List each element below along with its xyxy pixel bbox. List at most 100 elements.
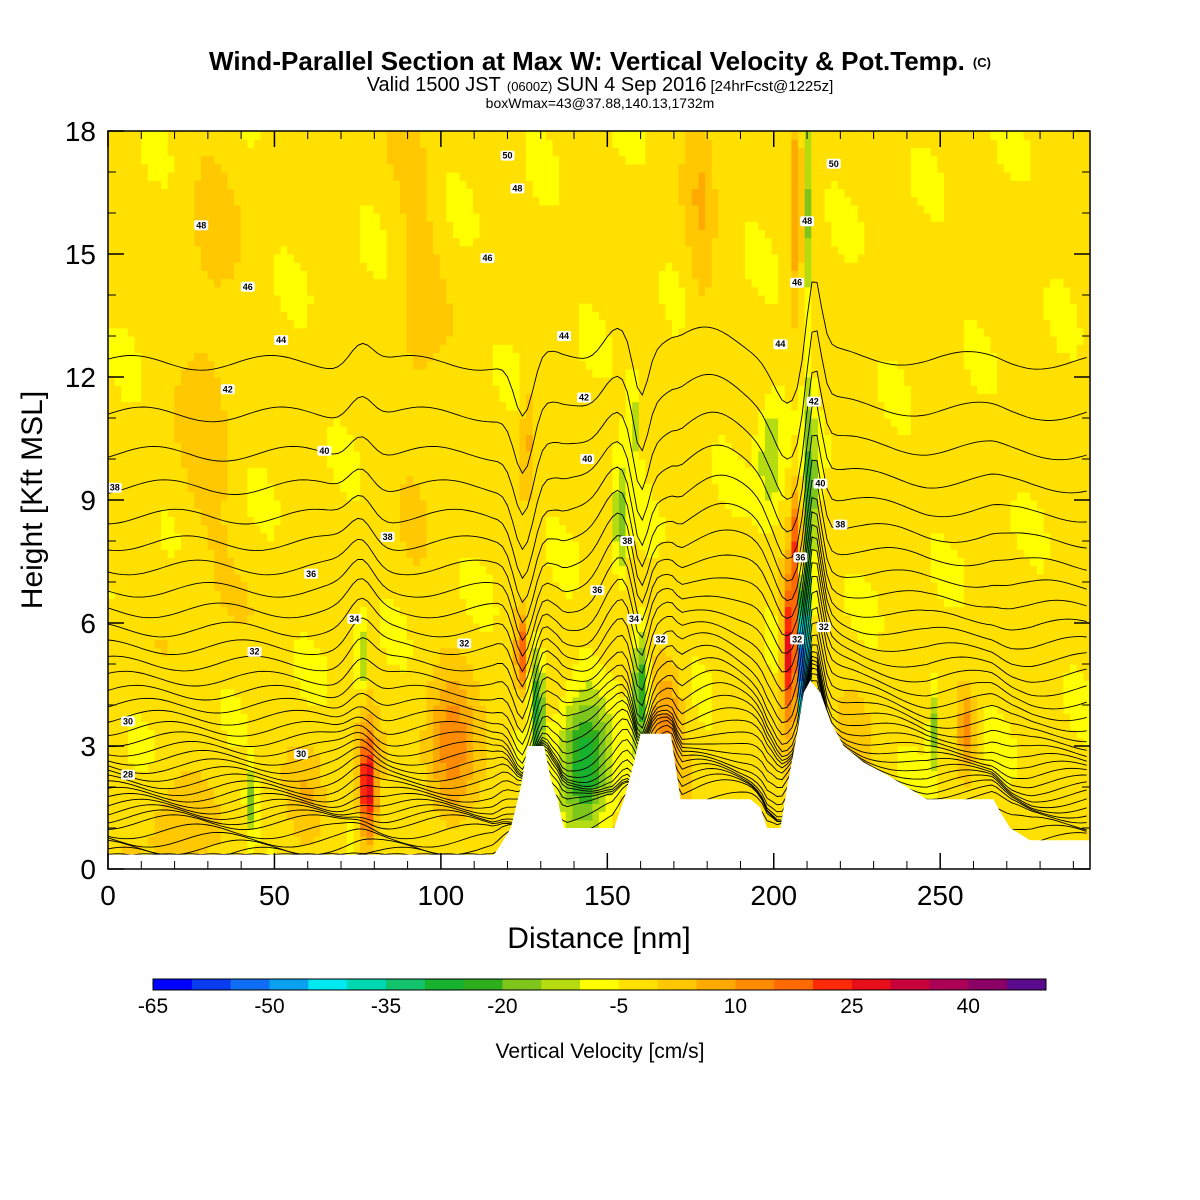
w-cell: [247, 754, 255, 763]
w-cell: [439, 606, 447, 616]
w-cell: [234, 721, 242, 731]
w-cell: [346, 590, 355, 599]
w-cell: [141, 532, 149, 542]
w-cell: [134, 434, 142, 444]
w-cell: [380, 721, 388, 731]
w-cell: [114, 270, 122, 280]
w-cell: [293, 664, 302, 673]
w-cell: [234, 131, 242, 140]
w-cell: [393, 475, 401, 485]
w-cell: [426, 139, 434, 148]
w-cell: [253, 327, 262, 337]
w-cell: [200, 836, 209, 845]
w-cell: [433, 524, 441, 534]
w-cell: [180, 131, 189, 140]
w-cell: [214, 204, 222, 214]
w-cell: [399, 795, 408, 804]
w-cell: [253, 245, 262, 255]
w-cell: [380, 393, 388, 403]
w-cell: [108, 565, 116, 575]
w-cell: [326, 213, 335, 222]
w-cell: [260, 557, 268, 567]
w-cell: [293, 213, 302, 222]
w-cell: [433, 737, 441, 747]
w-cell: [154, 344, 162, 353]
w-cell: [121, 401, 129, 411]
w-cell: [134, 172, 142, 181]
w-cell: [267, 582, 275, 591]
w-cell: [419, 729, 428, 739]
w-cell: [453, 163, 461, 173]
w-cell: [433, 623, 441, 632]
w-cell: [320, 352, 328, 362]
w-cell: [127, 254, 136, 263]
w-cell: [174, 254, 182, 263]
w-cell: [307, 696, 315, 706]
w-cell: [300, 762, 308, 772]
w-cell: [360, 418, 368, 427]
w-cell: [307, 606, 315, 616]
w-cell: [214, 836, 222, 845]
w-cell: [247, 746, 255, 755]
w-cell: [307, 319, 315, 329]
w-cell: [154, 426, 162, 435]
w-cell: [280, 295, 288, 304]
w-cell: [167, 565, 175, 575]
w-cell: [154, 172, 162, 181]
w-cell: [366, 541, 375, 550]
w-cell: [127, 295, 136, 304]
w-cell: [393, 245, 401, 255]
w-cell: [320, 295, 328, 304]
w-cell: [366, 319, 375, 329]
w-cell: [326, 631, 335, 640]
w-cell: [307, 303, 315, 312]
w-cell: [253, 163, 262, 173]
w-cell: [253, 459, 262, 468]
w-cell: [333, 713, 341, 722]
w-cell: [446, 705, 454, 714]
w-cell: [413, 327, 421, 337]
w-cell: [453, 221, 461, 230]
w-cell: [399, 418, 408, 427]
w-cell: [134, 803, 142, 813]
w-cell: [433, 819, 441, 829]
w-cell: [273, 450, 282, 460]
w-cell: [360, 836, 368, 845]
w-cell: [167, 360, 175, 370]
w-cell: [161, 237, 169, 247]
w-cell: [386, 598, 394, 608]
w-cell: [141, 500, 149, 509]
w-cell: [127, 532, 136, 542]
w-cell: [326, 672, 335, 681]
w-cell: [406, 500, 414, 509]
w-cell: [446, 196, 454, 206]
w-cell: [121, 286, 129, 296]
w-cell: [380, 746, 388, 755]
w-cell: [280, 434, 288, 444]
w-cell: [220, 672, 229, 681]
w-cell: [360, 155, 368, 165]
w-cell: [161, 795, 169, 804]
w-cell: [260, 270, 268, 280]
w-cell: [161, 672, 169, 681]
w-cell: [227, 303, 235, 312]
w-cell: [161, 450, 169, 460]
w-cell: [121, 213, 129, 222]
w-cell: [194, 491, 202, 501]
w-cell: [253, 467, 262, 476]
w-cell: [161, 139, 169, 148]
w-cell: [207, 582, 215, 591]
w-cell: [267, 614, 275, 624]
w-cell: [207, 442, 215, 452]
w-cell: [227, 549, 235, 558]
w-cell: [380, 262, 388, 271]
w-cell: [127, 229, 136, 239]
w-cell: [360, 819, 368, 829]
w-cell: [333, 360, 341, 370]
w-cell: [187, 393, 195, 403]
w-cell: [326, 303, 335, 312]
w-cell: [333, 286, 341, 296]
w-cell: [207, 721, 215, 731]
w-cell: [187, 319, 195, 329]
w-cell: [280, 573, 288, 583]
